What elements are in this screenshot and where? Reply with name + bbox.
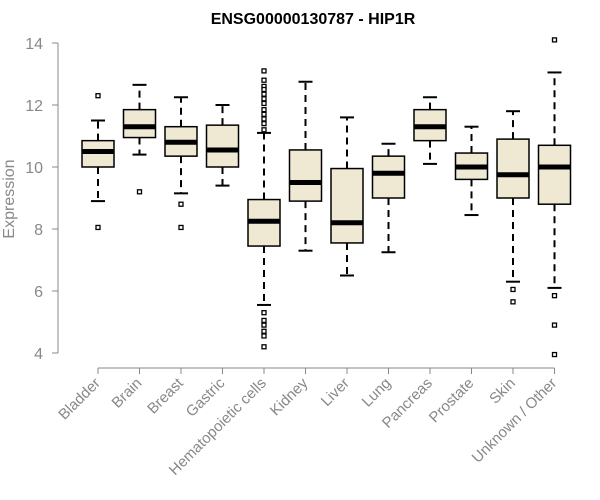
y-tick-label: 8 xyxy=(34,222,43,239)
box-breast xyxy=(164,96,198,231)
outlier-point xyxy=(551,292,558,299)
outlier-point xyxy=(551,322,558,328)
x-tick-label: Lung xyxy=(359,375,395,411)
box-iqr xyxy=(288,149,323,202)
box-gastric xyxy=(205,104,240,187)
box-iqr xyxy=(496,138,530,199)
box-iqr xyxy=(371,155,406,199)
outlier-point xyxy=(261,317,267,324)
x-tick-label: Breast xyxy=(144,374,187,417)
box-bladder xyxy=(81,93,115,231)
outlier-point xyxy=(261,86,267,93)
box-liver xyxy=(330,116,364,277)
outlier-point xyxy=(261,77,267,83)
box-hematopoietic-cells xyxy=(247,68,281,350)
outlier-point xyxy=(261,96,267,102)
y-axis: 4 6 8 10 12 14 xyxy=(25,36,59,363)
outlier-point xyxy=(261,328,267,334)
y-tick-label: 6 xyxy=(34,284,43,301)
box-skin xyxy=(496,110,530,305)
x-tick-label: Liver xyxy=(318,375,353,410)
x-tick-label: Bladder xyxy=(55,375,104,424)
x-tick-label: Skin xyxy=(486,375,519,408)
y-tick-label: 10 xyxy=(25,160,43,177)
box-lung xyxy=(371,142,406,254)
outlier-point xyxy=(261,333,267,339)
y-tick-label: 12 xyxy=(25,98,43,115)
outlier-point xyxy=(261,111,267,117)
outlier-point xyxy=(95,93,101,99)
outlier-point xyxy=(510,299,516,305)
outlier-point xyxy=(261,91,267,97)
box-iqr xyxy=(122,108,157,139)
y-tick-label: 4 xyxy=(34,346,43,363)
x-tick-label: Kidney xyxy=(267,374,312,419)
x-tick-label: Brain xyxy=(109,375,146,412)
outlier-point xyxy=(95,224,101,231)
box-kidney xyxy=(288,80,323,252)
outlier-point xyxy=(551,37,558,43)
outlier-point xyxy=(261,344,267,350)
outlier-point xyxy=(551,351,558,358)
box-brain xyxy=(122,83,157,195)
box-iqr xyxy=(537,144,572,205)
y-tick-label: 14 xyxy=(25,36,43,53)
outlier-point xyxy=(136,189,143,195)
chart-title: ENSG00000130787 - HIP1R xyxy=(211,11,416,28)
outlier-point xyxy=(178,224,184,231)
y-axis-label: Expression xyxy=(1,159,18,238)
outlier-point xyxy=(261,116,267,122)
outlier-point xyxy=(510,286,516,293)
outlier-point xyxy=(261,100,267,107)
outlier-point xyxy=(261,120,267,127)
outlier-point xyxy=(261,127,267,133)
x-tick-label: Prostate xyxy=(426,375,478,427)
outlier-point xyxy=(261,68,267,74)
boxes-group xyxy=(81,37,572,358)
box-iqr xyxy=(205,124,240,168)
box-prostate xyxy=(454,125,489,217)
box-unknown-other xyxy=(537,37,572,358)
outlier-point xyxy=(261,322,267,328)
outlier-point xyxy=(261,107,267,113)
box-pancreas xyxy=(413,96,447,165)
outlier-point xyxy=(261,310,267,316)
outlier-point xyxy=(178,201,184,207)
box-iqr xyxy=(330,167,364,244)
